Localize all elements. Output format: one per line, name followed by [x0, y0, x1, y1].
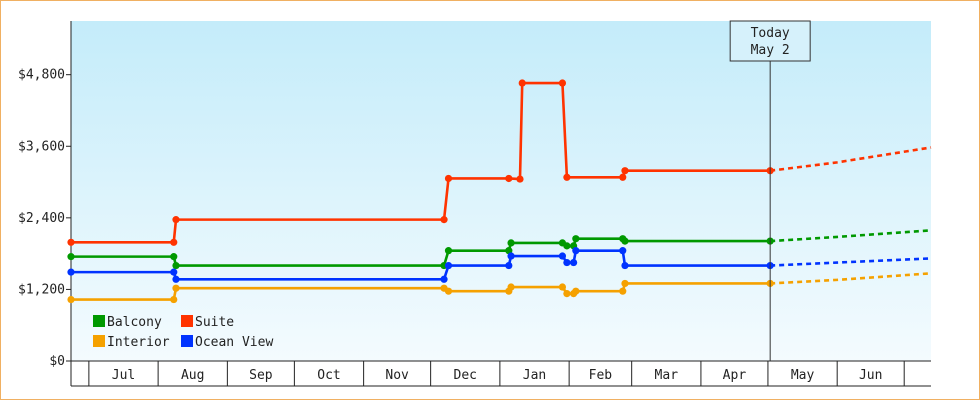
legend-label: Interior [107, 335, 170, 350]
data-point [67, 295, 75, 304]
today-marker: Today May 2 [729, 20, 811, 361]
month-label: Jun [859, 368, 882, 383]
month-label: Aug [181, 368, 204, 383]
data-point [558, 283, 567, 291]
data-point [572, 235, 580, 243]
today-box [729, 20, 811, 62]
data-point [67, 253, 75, 261]
data-point [507, 252, 515, 260]
series-suite [67, 79, 932, 246]
data-point [440, 216, 448, 224]
series-ocean-view [67, 247, 932, 283]
y-axis: $0 $1,200 $2,400 $3,600 $4,800 [18, 21, 72, 386]
month-label: Jan [523, 368, 546, 383]
month-label: Apr [723, 368, 747, 383]
legend-label: Suite [195, 315, 234, 330]
month-label: Jul [112, 368, 135, 383]
data-point [444, 247, 453, 255]
data-point [170, 238, 178, 246]
forecast-line [770, 257, 932, 267]
legend-label: Ocean View [195, 335, 273, 350]
data-point [572, 287, 580, 295]
y-tick-label: $3,600 [18, 139, 65, 154]
data-point [558, 252, 567, 260]
month-label: Nov [385, 368, 409, 383]
data-point [67, 268, 75, 276]
legend-label: Balcony [107, 315, 162, 330]
series-line [71, 282, 771, 301]
month-label: Sep [249, 368, 273, 383]
y-tick-label: $2,400 [18, 211, 65, 226]
month-label: Feb [589, 368, 613, 383]
data-point [444, 287, 453, 295]
y-tick-label: $4,800 [18, 68, 65, 83]
forecast-line [770, 229, 932, 243]
month-label: Oct [317, 368, 340, 383]
data-point [621, 167, 629, 175]
data-point [619, 173, 627, 181]
data-point [621, 261, 629, 270]
data-point [170, 253, 178, 261]
legend-swatch [181, 335, 193, 347]
y-tick-label: $0 [49, 354, 65, 369]
series-balcony [67, 229, 932, 270]
data-point [172, 261, 180, 270]
plot-area [71, 21, 931, 361]
data-point [444, 174, 453, 183]
data-point [172, 284, 180, 292]
data-point [569, 258, 578, 267]
data-point [67, 238, 75, 246]
data-point [170, 268, 178, 276]
data-point [619, 287, 627, 295]
series-line [71, 237, 771, 267]
today-label: Today [751, 26, 790, 41]
today-date: May 2 [751, 43, 790, 58]
data-point [563, 289, 571, 298]
data-point [505, 261, 513, 270]
data-point [572, 247, 580, 255]
data-point [619, 247, 627, 255]
legend-swatch [181, 315, 193, 327]
series-line [71, 249, 771, 281]
data-point [621, 279, 629, 288]
data-point [440, 275, 448, 283]
data-point [563, 242, 571, 250]
month-label: Dec [454, 368, 477, 383]
data-point [516, 175, 524, 183]
data-point [507, 239, 515, 247]
month-label: May [791, 368, 815, 383]
forecast-line [770, 146, 932, 173]
data-point [444, 261, 453, 270]
x-axis: Jul Aug Sep Oct Nov Dec Jan Feb Mar Apr May Jun [71, 360, 931, 387]
data-point [172, 275, 180, 283]
data-point [518, 79, 526, 87]
legend: Balcony Suite Interior Ocean View [93, 315, 273, 350]
data-point [507, 283, 515, 291]
data-point [563, 173, 571, 181]
y-tick-label: $1,200 [18, 282, 65, 297]
forecast-line [770, 272, 932, 285]
data-point [505, 174, 513, 183]
data-point [563, 258, 571, 267]
data-point [558, 79, 567, 87]
month-label: Mar [655, 368, 679, 383]
legend-swatch [93, 335, 105, 347]
legend-swatch [93, 315, 105, 327]
data-point [170, 295, 178, 304]
data-point [172, 216, 180, 224]
data-point [621, 237, 629, 245]
